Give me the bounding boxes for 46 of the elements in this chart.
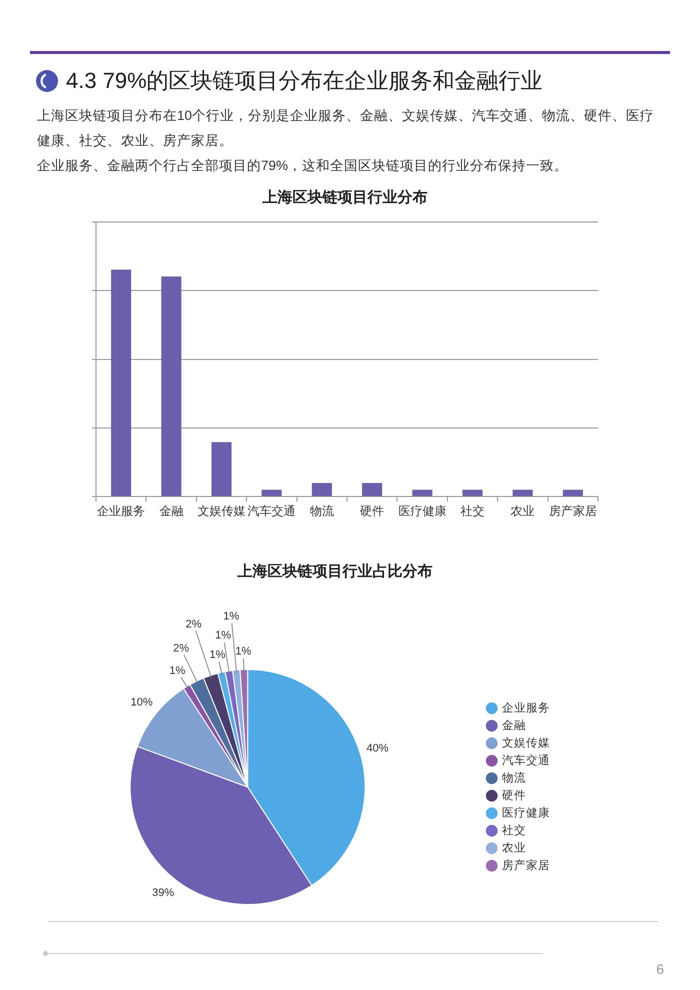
- bar: [512, 490, 533, 496]
- data-label: 2%: [173, 642, 190, 655]
- chart-title: 上海区块链项目行业占比分布: [236, 562, 434, 581]
- bar: [462, 490, 483, 496]
- bar: [312, 482, 332, 496]
- chart-title: 上海区块链项目行业分布: [262, 188, 428, 207]
- data-label: 39%: [152, 886, 174, 899]
- bar: [211, 442, 232, 496]
- legend-label: 硬件: [502, 788, 526, 802]
- x-tick-label: 金融: [159, 504, 184, 518]
- data-label: 2%: [186, 618, 202, 630]
- bar: [161, 276, 182, 496]
- legend-label: 汽车交通: [502, 752, 550, 767]
- text: 4.3 79%的区块链项目分布在企业服务和金融行业: [66, 67, 543, 95]
- x-tick-label: 文娱传媒: [198, 504, 246, 518]
- bar: [362, 482, 382, 496]
- legend-label: 金融: [502, 718, 526, 732]
- legend-label: 农业: [502, 841, 526, 854]
- text: 企业服务、金融两个行占全部项目的79%，这和全国区块链项目的行业分布保持一致。: [37, 157, 570, 175]
- data-label: 1%: [215, 630, 232, 642]
- legend-label: 物流: [502, 770, 526, 784]
- data-label: 10%: [130, 696, 153, 709]
- x-tick-label: 物流: [310, 504, 334, 518]
- x-tick-label: 硬件: [360, 504, 384, 518]
- x-tick-label: 农业: [510, 504, 535, 518]
- data-label: 1%: [223, 610, 240, 622]
- x-tick-label: 汽车交通: [248, 504, 296, 518]
- x-tick-label: 房产家居: [548, 504, 597, 518]
- legend-label: 企业服务: [502, 701, 550, 714]
- data-label: 1%: [235, 646, 252, 658]
- data-label: 1%: [169, 665, 186, 678]
- bar: [562, 490, 583, 496]
- text: 6: [656, 961, 664, 977]
- bar: [111, 270, 132, 496]
- data-label: 40%: [366, 742, 389, 754]
- legend-label: 社交: [502, 822, 526, 837]
- text: 上海区块链项目分布在10个行业，分别是企业服务、金融、文娱传媒、汽车交通、物流、硬件、医疗健康、社交、农业、房产家居。: [37, 107, 656, 150]
- legend-label: 文娱传媒: [502, 735, 550, 750]
- legend-label: 房产家居: [502, 858, 550, 872]
- bar: [412, 490, 432, 496]
- data-label: 1%: [210, 648, 226, 661]
- x-tick-label: 社交: [460, 504, 484, 518]
- legend-label: 医疗健康: [502, 805, 550, 820]
- x-tick-label: 企业服务: [97, 504, 146, 518]
- x-tick-label: 医疗健康: [398, 504, 446, 518]
- bar: [262, 490, 282, 496]
